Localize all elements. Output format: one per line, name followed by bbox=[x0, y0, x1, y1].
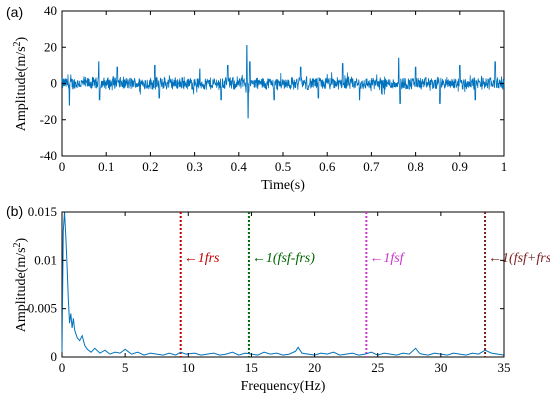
panel-a-x-axis-title: Time(s) bbox=[261, 178, 305, 193]
panel-b-label: (b) bbox=[6, 203, 23, 219]
panel-a-y-tick-label: 40 bbox=[44, 3, 57, 18]
panel-a-y-tick-label: -20 bbox=[40, 112, 57, 127]
panel-a-y-axis-title: Amplitude(m/s2) bbox=[12, 36, 29, 131]
panel-a-ticks: 0 0.1 0.2 0.3 0.4 0.5 0.6 0.7 0.8 0.9 1 -40 -20 0 20 40 bbox=[40, 3, 508, 174]
panel-b-x-tick-label: 30 bbox=[434, 360, 447, 375]
panel-a-x-tick-label: 0.8 bbox=[407, 159, 423, 174]
panel-a-x-tick-label: 0.2 bbox=[142, 159, 158, 174]
panel-a-x-tick-label: 0.1 bbox=[98, 159, 114, 174]
panel-b-plot-frame bbox=[61, 211, 505, 358]
panel-b-x-tick-label: 15 bbox=[245, 360, 258, 375]
panel-b-ticks: 0 5 10 15 20 25 30 35 0 0.005 0.01 0.015 bbox=[28, 204, 511, 375]
panel-a-x-tick-label: 0.3 bbox=[186, 159, 202, 174]
panel-b-x-tick-label: 10 bbox=[182, 360, 195, 375]
panel-b: (b) ←1frs ←1(fsf-frs) ←1fsf ←1(fsf+frs) 0 5 1… bbox=[6, 203, 550, 394]
panel-a-time-signal-line bbox=[61, 45, 505, 119]
panel-b-spectrum-line bbox=[61, 211, 505, 356]
panel-b-y-tick-label: 0 bbox=[51, 349, 58, 364]
panel-a-x-tick-label: 0.4 bbox=[231, 159, 248, 174]
panel-b-x-axis-title: Frequency(Hz) bbox=[241, 379, 326, 394]
panel-a-y-tick-label: -40 bbox=[40, 148, 57, 163]
panel-b-x-tick-label: 35 bbox=[498, 360, 511, 375]
panel-a-y-tick-label: 0 bbox=[51, 76, 58, 91]
panel-a-x-tick-label: 0.9 bbox=[452, 159, 468, 174]
panel-b-y-tick-label: 0.015 bbox=[28, 204, 57, 219]
panel-a: (a) 0 0.1 0.2 0.3 0.4 0.5 0.6 0.7 0.8 0.9 1-40-200… bbox=[6, 3, 507, 193]
panel-a-label: (a) bbox=[6, 4, 23, 20]
panel-a-x-tick-label: 0.5 bbox=[275, 159, 291, 174]
panel-b-markers: ←1frs ←1(fsf-frs) ←1fsf ←1(fsf+frs) bbox=[179, 212, 550, 357]
panel-b-y-axis-title: Amplitude(m/s2) bbox=[12, 237, 29, 332]
harmonic-marker-label: ←1(fsf-frs) bbox=[252, 251, 315, 266]
panel-a-x-tick-label: 0.6 bbox=[319, 159, 336, 174]
harmonic-marker-label: ←1fsf bbox=[369, 251, 405, 266]
panel-b-x-tick-label: 5 bbox=[122, 360, 129, 375]
panel-a-y-tick-label: 20 bbox=[44, 39, 57, 54]
harmonic-marker-label: ←1frs bbox=[184, 251, 220, 266]
panel-b-x-tick-label: 25 bbox=[371, 360, 384, 375]
harmonic-marker-label: ←1(fsf+frs) bbox=[488, 251, 550, 266]
panel-a-x-tick-label: 0.7 bbox=[363, 159, 380, 174]
panel-b-x-tick-label: 0 bbox=[59, 360, 66, 375]
panel-a-x-tick-label: 0 bbox=[59, 159, 66, 174]
panel-b-x-tick-label: 20 bbox=[308, 360, 321, 375]
panel-b-y-tick-label: 0.01 bbox=[34, 252, 57, 267]
panel-a-x-tick-label: 1 bbox=[501, 159, 508, 174]
panel-b-y-tick-label: 0.005 bbox=[28, 301, 57, 316]
